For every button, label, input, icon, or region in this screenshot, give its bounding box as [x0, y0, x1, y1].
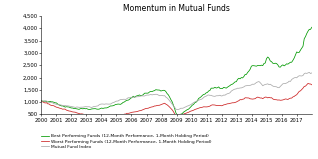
Best Performing Funds (12-Month Performance, 1-Month Holding Period) — [270, 61, 273, 63]
Best Performing Funds (12-Month Performance, 1-Month Holding Period) — [175, 114, 179, 116]
Worst Performing Funds (12-Month Performance, 1-Month Holding Period) — [306, 82, 310, 84]
Worst Performing Funds (12-Month Performance, 1-Month Holding Period) — [100, 115, 104, 117]
Mutual Fund Index — [308, 71, 311, 73]
Best Performing Funds (12-Month Performance, 1-Month Holding Period) — [194, 101, 198, 103]
Mutual Fund Index — [310, 72, 314, 74]
Line: Mutual Fund Index: Mutual Fund Index — [41, 72, 312, 110]
Mutual Fund Index — [39, 100, 43, 102]
Line: Best Performing Funds (12-Month Performance, 1-Month Holding Period): Best Performing Funds (12-Month Performa… — [41, 27, 312, 115]
Mutual Fund Index — [197, 99, 200, 101]
Worst Performing Funds (12-Month Performance, 1-Month Holding Period) — [39, 100, 43, 102]
Best Performing Funds (12-Month Performance, 1-Month Holding Period) — [197, 97, 200, 99]
Best Performing Funds (12-Month Performance, 1-Month Holding Period) — [100, 107, 104, 109]
Mutual Fund Index — [248, 84, 252, 86]
Mutual Fund Index — [175, 109, 179, 111]
Worst Performing Funds (12-Month Performance, 1-Month Holding Period) — [270, 97, 273, 99]
Worst Performing Funds (12-Month Performance, 1-Month Holding Period) — [310, 84, 314, 86]
Best Performing Funds (12-Month Performance, 1-Month Holding Period) — [107, 106, 111, 108]
Line: Worst Performing Funds (12-Month Performance, 1-Month Holding Period): Worst Performing Funds (12-Month Perform… — [41, 83, 312, 117]
Mutual Fund Index — [194, 100, 198, 102]
Best Performing Funds (12-Month Performance, 1-Month Holding Period) — [310, 26, 314, 28]
Legend: Best Performing Funds (12-Month Performance, 1-Month Holding Period), Worst Perf: Best Performing Funds (12-Month Performa… — [41, 135, 211, 149]
Worst Performing Funds (12-Month Performance, 1-Month Holding Period) — [197, 107, 200, 109]
Mutual Fund Index — [107, 103, 111, 105]
Mutual Fund Index — [100, 103, 104, 105]
Worst Performing Funds (12-Month Performance, 1-Month Holding Period) — [194, 108, 198, 110]
Worst Performing Funds (12-Month Performance, 1-Month Holding Period) — [109, 116, 113, 118]
Worst Performing Funds (12-Month Performance, 1-Month Holding Period) — [248, 98, 252, 100]
Best Performing Funds (12-Month Performance, 1-Month Holding Period) — [248, 68, 252, 70]
Title: Momentum in Mutual Funds: Momentum in Mutual Funds — [123, 4, 230, 13]
Worst Performing Funds (12-Month Performance, 1-Month Holding Period) — [106, 116, 110, 118]
Mutual Fund Index — [270, 84, 273, 86]
Best Performing Funds (12-Month Performance, 1-Month Holding Period) — [39, 100, 43, 102]
